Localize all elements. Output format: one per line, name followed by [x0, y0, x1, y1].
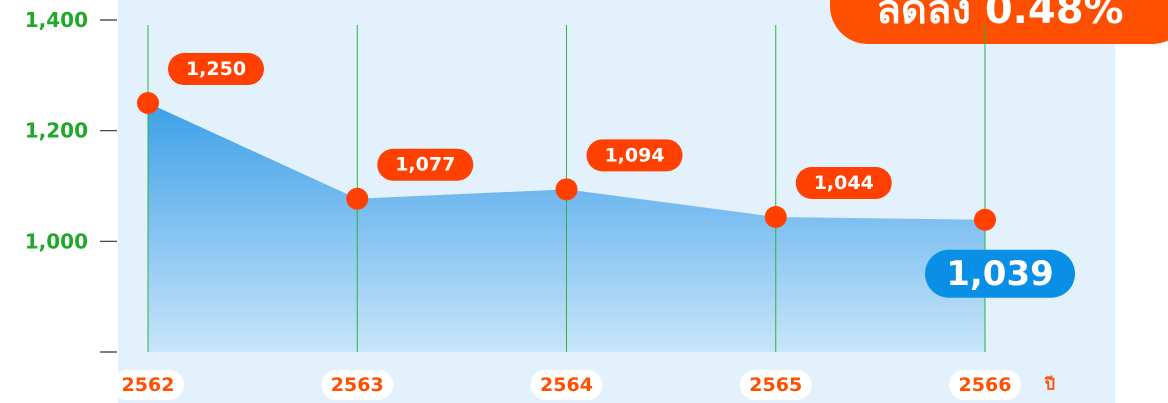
value-label-pill	[377, 148, 474, 181]
value-label: 1,077	[395, 154, 455, 176]
x-label-pill	[112, 370, 184, 400]
x-label-pill	[949, 370, 1021, 400]
value-label: 1,094	[604, 144, 664, 166]
x-tick-label: 2566	[959, 374, 1012, 396]
value-label-pill	[586, 139, 683, 172]
x-label-pill	[321, 370, 394, 400]
y-tick-label: 1,400	[25, 8, 88, 32]
x-tick-label: 2564	[540, 374, 593, 396]
x-axis-label: ปี	[1044, 375, 1056, 394]
value-label-pill	[168, 53, 264, 85]
point	[346, 187, 369, 210]
chart-title: ลดลง 0.48%	[876, 0, 1123, 33]
title-pill	[830, 0, 1168, 44]
point	[137, 92, 159, 114]
value-label: 1,044	[814, 172, 874, 194]
point	[555, 178, 578, 201]
x-tick-label: 2562	[122, 374, 175, 396]
y-tick-label: 1,200	[25, 119, 88, 143]
x-label-pill	[530, 370, 603, 400]
value-label-pill	[925, 249, 1075, 298]
value-label: 1,039	[946, 254, 1054, 294]
y-tick-label: 1,000	[25, 229, 88, 253]
x-label-pill	[739, 370, 812, 400]
value-label-pill	[795, 166, 892, 199]
point	[764, 205, 787, 228]
value-label: 1,250	[186, 58, 246, 80]
point	[974, 208, 996, 231]
x-tick-label: 2565	[749, 374, 802, 396]
x-tick-label: 2563	[331, 374, 384, 396]
